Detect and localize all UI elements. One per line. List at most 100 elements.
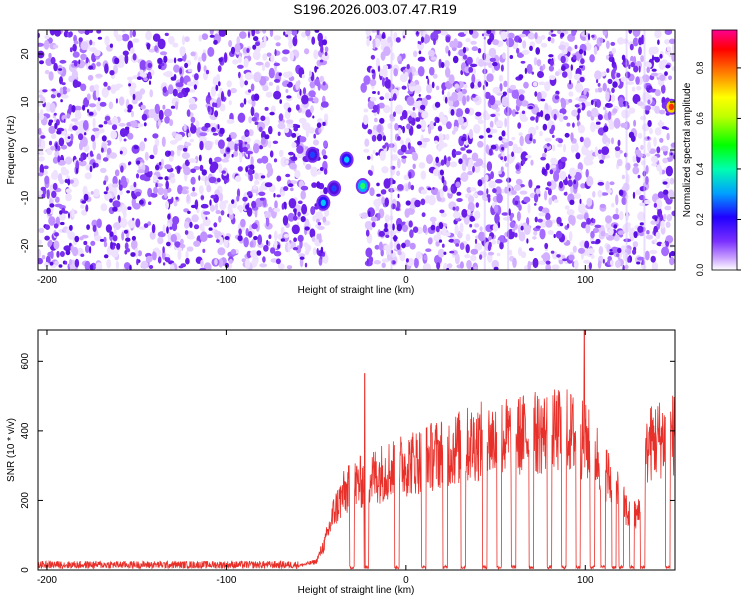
heatmap-cell bbox=[301, 203, 308, 215]
heatmap-cell bbox=[503, 155, 507, 162]
heatmap-cell bbox=[636, 85, 642, 91]
heatmap-cell bbox=[451, 148, 457, 158]
heatmap-cell bbox=[153, 144, 158, 156]
heatmap-cell bbox=[154, 247, 160, 253]
heatmap-cell bbox=[443, 262, 448, 270]
heatmap-cell bbox=[43, 165, 49, 170]
heatmap-cell bbox=[416, 31, 419, 35]
heatmap-cell bbox=[559, 222, 564, 227]
heatmap-cell bbox=[200, 259, 204, 268]
heatmap-cell bbox=[201, 169, 207, 176]
heatmap-cell bbox=[379, 96, 385, 101]
heatmap-cell bbox=[196, 207, 200, 214]
heatmap-cell bbox=[109, 70, 115, 76]
heatmap-cell bbox=[204, 140, 213, 151]
heatmap-cell bbox=[392, 223, 395, 231]
heatmap-cell bbox=[214, 102, 218, 108]
heatmap-cell bbox=[664, 205, 672, 211]
heatmap-cell bbox=[361, 212, 369, 219]
heatmap-cell bbox=[618, 97, 625, 108]
heatmap-cell bbox=[380, 37, 388, 48]
heatmap-cell bbox=[262, 256, 266, 263]
heatmap-cell bbox=[139, 59, 147, 71]
heatmap-cell bbox=[555, 230, 563, 239]
heatmap-cell bbox=[573, 179, 576, 185]
heatmap-cell bbox=[251, 200, 257, 209]
heatmap-cell bbox=[672, 42, 675, 54]
heatmap-cell bbox=[259, 185, 264, 194]
heatmap-hotspot bbox=[320, 199, 326, 206]
heatmap-cell bbox=[380, 249, 384, 257]
heatmap-cell bbox=[132, 93, 136, 101]
heatmap-cell bbox=[650, 255, 656, 263]
heatmap-cell bbox=[487, 38, 492, 45]
heatmap-cell bbox=[531, 71, 534, 75]
heatmap-cell bbox=[406, 123, 411, 130]
heatmap-cell bbox=[217, 65, 222, 72]
heatmap-cell bbox=[473, 124, 481, 134]
heatmap-cell bbox=[285, 89, 289, 93]
heatmap-cell bbox=[92, 224, 97, 232]
heatmap-cell bbox=[72, 125, 78, 131]
heatmap-cell bbox=[492, 188, 497, 194]
heatmap-cell bbox=[210, 194, 216, 199]
heatmap-cell bbox=[526, 238, 529, 244]
heatmap-cell bbox=[118, 179, 121, 187]
heatmap-cell bbox=[293, 237, 297, 242]
heatmap-cell bbox=[645, 152, 651, 157]
heatmap-cell bbox=[377, 212, 381, 221]
heatmap-cell bbox=[184, 159, 190, 167]
heatmap-cell bbox=[128, 218, 135, 229]
heatmap-cell bbox=[112, 200, 121, 208]
heatmap-cell bbox=[422, 224, 427, 234]
heatmap-cell bbox=[139, 88, 146, 95]
heatmap-cell bbox=[164, 164, 172, 170]
heatmap-cell bbox=[591, 34, 595, 38]
heatmap-cell bbox=[134, 247, 139, 258]
heatmap-cell bbox=[607, 78, 613, 84]
heatmap-cell bbox=[177, 249, 182, 261]
heatmap-cell bbox=[170, 150, 175, 157]
heatmap-cell bbox=[435, 225, 440, 233]
heatmap-cell bbox=[381, 77, 386, 87]
heatmap-cell bbox=[283, 233, 290, 238]
heatmap-cell bbox=[592, 218, 596, 224]
heatmap-cell bbox=[532, 257, 539, 269]
heatmap-cell bbox=[558, 181, 564, 189]
heatmap-cell bbox=[428, 125, 432, 135]
heatmap-cell bbox=[469, 223, 473, 228]
heatmap-cell bbox=[75, 160, 80, 171]
heatmap-cell bbox=[64, 260, 68, 265]
heatmap-cell bbox=[594, 146, 599, 157]
heatmap-cell bbox=[38, 257, 43, 265]
heatmap-cell bbox=[201, 33, 209, 40]
heatmap-cell bbox=[635, 189, 642, 196]
heatmap-cell bbox=[502, 91, 507, 97]
heatmap-cell bbox=[163, 55, 168, 63]
heatmap-cell bbox=[283, 127, 290, 134]
heatmap-cell bbox=[537, 91, 542, 102]
heatmap-cell bbox=[150, 192, 158, 198]
heatmap-cell bbox=[188, 158, 197, 164]
heatmap-cell bbox=[599, 203, 606, 209]
heatmap-cell bbox=[284, 204, 287, 210]
heatmap-cell bbox=[97, 97, 101, 102]
heatmap-cell bbox=[169, 119, 174, 127]
heatmap-cell bbox=[125, 126, 130, 131]
snr-x-tick-label: 0 bbox=[403, 575, 409, 586]
heatmap-cell bbox=[179, 243, 186, 249]
heatmap-cell bbox=[275, 42, 281, 47]
heatmap-cell bbox=[600, 230, 606, 237]
heatmap-cell bbox=[632, 37, 639, 47]
heatmap-cell bbox=[540, 156, 546, 161]
heatmap-cell bbox=[660, 242, 667, 247]
heatmap-cell bbox=[252, 255, 259, 265]
heatmap-cell bbox=[460, 147, 466, 151]
heatmap-cell bbox=[309, 81, 316, 89]
heatmap-cell bbox=[661, 84, 666, 94]
heatmap-cell bbox=[547, 36, 552, 42]
heatmap-cell bbox=[102, 157, 109, 162]
heatmap-cell bbox=[527, 32, 536, 40]
heatmap-cell bbox=[666, 132, 670, 141]
heatmap-cell bbox=[427, 49, 435, 57]
